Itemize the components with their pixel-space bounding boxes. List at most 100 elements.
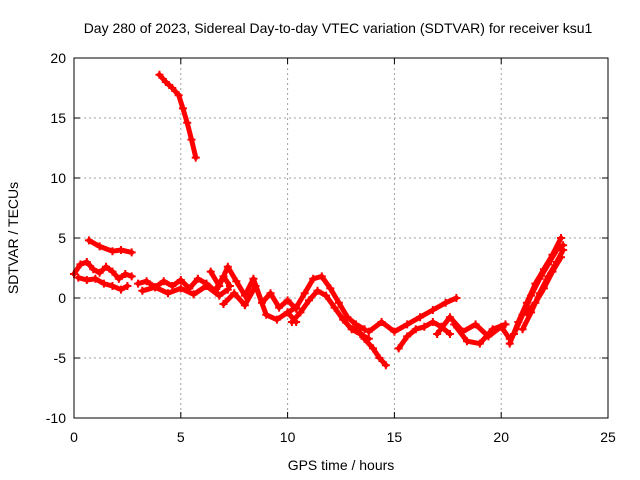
trace-dip (351, 322, 390, 370)
data-point-plus (89, 265, 98, 274)
x-tick-label: 20 (493, 429, 509, 445)
data-point-plus (95, 242, 104, 251)
data-point-plus (168, 84, 177, 92)
data-point-plus (394, 344, 403, 353)
data-point-plus (334, 298, 343, 307)
data-point-plus (377, 318, 386, 326)
data-point-plus (240, 301, 249, 310)
data-point-plus (283, 296, 292, 305)
data-point-plus (232, 277, 241, 286)
data-point-plus (471, 320, 480, 329)
x-tick-label: 0 (70, 429, 78, 445)
data-point-plus (548, 267, 557, 276)
data-point-plus (416, 313, 425, 322)
trace-line (71, 259, 135, 282)
data-point-plus (206, 267, 215, 276)
data-point-plus (202, 282, 211, 290)
data-point-plus (428, 306, 437, 314)
data-point-plus (317, 272, 326, 281)
data-point-plus (108, 247, 117, 256)
trace-line (285, 273, 367, 332)
y-tick-label: -10 (46, 410, 66, 426)
data-point-plus (433, 330, 442, 338)
data-point-plus (138, 286, 147, 295)
trace-mid-b (138, 282, 232, 300)
data-point-plus (223, 262, 232, 271)
chart-title: Day 280 of 2023, Sidereal Day-to-day VTE… (84, 20, 593, 36)
data-point-plus (116, 246, 125, 254)
data-point-plus (191, 153, 200, 162)
x-axis-title: GPS time / hours (288, 457, 395, 473)
y-tick-label: 15 (50, 110, 66, 126)
data-point-plus (178, 104, 187, 113)
x-tick-label: 5 (177, 429, 185, 445)
data-point-plus (390, 327, 399, 336)
trace-upper-left (84, 236, 136, 257)
data-point-plus (531, 298, 540, 307)
data-point-plus (272, 315, 281, 324)
data-point-plus (463, 337, 472, 346)
data-point-plus (193, 274, 202, 283)
data-point-plus (445, 330, 454, 338)
trace-early-b (74, 273, 132, 294)
x-tick-label: 15 (387, 429, 403, 445)
data-point-plus (544, 260, 553, 269)
data-point-plus (123, 282, 132, 290)
data-point-plus (121, 270, 130, 278)
data-point-plus (82, 258, 91, 266)
data-point-plus (510, 330, 519, 338)
data-point-plus (557, 234, 566, 242)
data-point-plus (82, 276, 91, 284)
data-point-plus (176, 276, 185, 284)
data-point-plus (142, 277, 151, 286)
data-point-plus (102, 262, 111, 271)
data-point-plus (266, 289, 275, 298)
data-point-plus (223, 285, 232, 294)
data-point-plus (326, 284, 335, 293)
data-point-plus (403, 332, 412, 341)
data-point-plus (275, 303, 284, 312)
data-point-plus (411, 325, 420, 334)
data-point-plus (249, 274, 258, 283)
data-point-plus (168, 282, 177, 290)
data-point-plus (127, 248, 136, 257)
data-point-plus (527, 291, 536, 300)
data-point-plus (445, 313, 454, 322)
data-point-plus (76, 260, 85, 269)
data-point-plus (322, 291, 331, 300)
data-point-plus (403, 320, 412, 329)
data-point-plus (230, 289, 239, 298)
x-tick-label: 10 (280, 429, 296, 445)
data-point-plus (262, 310, 271, 319)
trace-center-b (287, 286, 373, 343)
data-point-plus (287, 318, 296, 326)
data-point-plus (557, 253, 566, 262)
data-point-plus (420, 322, 429, 331)
data-point-plus (339, 315, 348, 324)
data-point-plus (183, 118, 192, 127)
data-point-plus (127, 272, 136, 281)
grid-lines (74, 58, 608, 418)
data-point-plus (535, 274, 544, 283)
y-tick-label: 20 (50, 50, 66, 66)
data-point-plus (347, 325, 356, 334)
data-point-plus (375, 354, 384, 362)
y-tick-label: -5 (54, 350, 67, 366)
data-point-plus (296, 308, 305, 317)
data-point-plus (518, 325, 527, 334)
data-point-plus (330, 303, 339, 312)
axis-ticks: 0 5 10 15 20 25 -10 -5 0 5 10 15 20 (46, 50, 616, 445)
trace-early-a (70, 258, 136, 283)
data-point-plus (505, 339, 514, 348)
data-point-plus (522, 308, 531, 317)
data-point-plus (84, 236, 93, 245)
data-point-plus (309, 274, 318, 283)
data-traces (70, 70, 568, 370)
y-tick-label: 10 (50, 170, 66, 186)
data-point-plus (452, 294, 461, 302)
data-point-plus (159, 277, 168, 286)
trace-line (289, 288, 372, 342)
data-point-plus (163, 289, 172, 298)
trace-steep-high (155, 70, 200, 162)
